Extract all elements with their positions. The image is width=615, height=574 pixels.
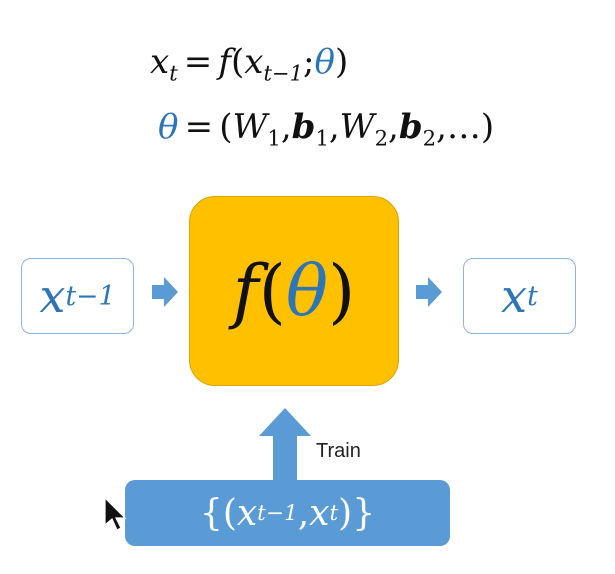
mouse-cursor-icon (104, 497, 127, 531)
output-sub: t (527, 280, 538, 312)
eq2-w1: W (232, 107, 268, 147)
eq2-b1-sub: 1 (315, 125, 329, 151)
eq2-w2: W (339, 107, 375, 147)
arrow-up-icon (259, 408, 311, 482)
eq1-arg-var: x (244, 42, 264, 82)
eq2-b2: b (398, 107, 423, 147)
function-name: f (232, 250, 259, 332)
eq1-open-paren: ( (230, 42, 245, 82)
eq1-equals: = (183, 42, 213, 82)
train-label: Train (316, 440, 361, 462)
equation-transition: xt = f(xt−1;θ) (150, 45, 348, 83)
eq1-lhs-var: x (150, 42, 170, 82)
eq2-comma-1: , (280, 107, 292, 147)
dataset-sub1: t−1 (257, 500, 298, 526)
training-dataset-box: {(x t−1, x t)} (125, 480, 450, 546)
dataset-close-brace: } (352, 492, 376, 534)
dataset-var1: x (236, 492, 258, 534)
dataset-sub2: t (329, 500, 339, 526)
arrow-right-icon (416, 277, 442, 307)
eq2-close-paren: ) (480, 107, 495, 147)
output-var: x (501, 269, 528, 323)
eq2-w2-sub: 2 (374, 125, 389, 151)
function-box: f(θ) (189, 196, 399, 386)
eq1-param-theta: θ (314, 42, 335, 82)
eq2-comma-2: , (328, 107, 340, 147)
eq2-w1-sub: 1 (267, 125, 281, 151)
function-close-paren: ) (328, 250, 356, 332)
dataset-var2: x (309, 492, 330, 534)
function-param-theta: θ (285, 250, 329, 332)
eq2-comma-3: , (388, 107, 399, 147)
input-state-box: x t−1 (21, 258, 134, 334)
eq1-lhs-sub: t (169, 60, 178, 86)
eq1-func: f (218, 42, 231, 82)
eq2-open-paren: ( (219, 107, 233, 147)
eq2-theta: θ (158, 107, 179, 147)
dataset-comma: , (297, 492, 310, 534)
eq2-ellipsis: … (446, 107, 481, 147)
eq2-b1: b (291, 107, 316, 147)
eq2-b2-sub: 2 (422, 125, 437, 151)
eq1-arg-sub: t−1 (263, 60, 303, 86)
eq1-close-paren: ) (334, 42, 349, 82)
function-open-paren: ( (258, 250, 286, 332)
eq2-equals: = (184, 107, 214, 147)
eq1-separator: ; (302, 42, 315, 82)
arrow-right-icon (152, 277, 178, 307)
input-sub: t−1 (65, 280, 116, 312)
eq2-comma-4: , (436, 107, 447, 147)
dataset-open-brace: { (199, 492, 223, 534)
dataset-close-paren: ) (338, 492, 353, 534)
equation-parameters: θ = (W1,b1,W2,b2,…) (158, 110, 494, 148)
dataset-open-paren: ( (222, 492, 237, 534)
input-var: x (39, 269, 66, 323)
